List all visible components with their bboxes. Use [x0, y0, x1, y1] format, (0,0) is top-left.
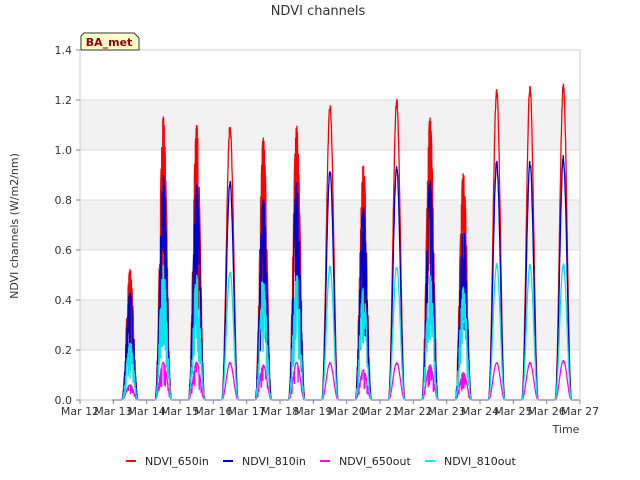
series-line-NDVI_650out — [254, 364, 272, 401]
series-line-NDVI_810out — [254, 282, 273, 401]
x-tick-label: Mar 24 — [461, 405, 499, 418]
x-tick-label: Mar 22 — [394, 405, 432, 418]
series-line-NDVI_810out — [421, 275, 439, 401]
y-tick-label: 1.4 — [55, 44, 73, 57]
x-tick-label: Mar 15 — [161, 405, 199, 418]
series-line-NDVI_810out — [287, 275, 306, 401]
series-line-NDVI_650out — [421, 364, 439, 401]
plot-band — [80, 200, 580, 250]
series-line-NDVI_810out — [321, 265, 339, 401]
y-tick-label: 1.2 — [55, 94, 73, 107]
series-line-NDVI_650out — [521, 361, 539, 401]
x-tick-label: Mar 17 — [228, 405, 266, 418]
x-tick-label: Mar 27 — [561, 405, 599, 418]
plot-bands — [80, 100, 580, 350]
series-line-NDVI_810in — [221, 180, 239, 401]
x-tick-label: Mar 26 — [528, 405, 566, 418]
plot-band — [80, 300, 580, 350]
y-tick-label: 0.2 — [55, 344, 73, 357]
legend: NDVI_650in NDVI_810in NDVI_650out NDVI_810o… — [126, 455, 516, 468]
series-line-NDVI_810out — [554, 263, 573, 401]
series-line-NDVI_810out — [454, 285, 472, 401]
series-line-NDVI_810in — [521, 160, 539, 401]
chart-title: NDVI channels — [271, 4, 366, 19]
series-line-NDVI_810out — [121, 342, 139, 401]
y-tick-label: 0.6 — [55, 244, 73, 257]
y-tick-label: 1.0 — [55, 144, 73, 157]
x-tick-label: Mar 23 — [428, 405, 466, 418]
y-tick-label: 0.0 — [55, 394, 73, 407]
legend-label-NDVI_650in: NDVI_650in — [145, 455, 209, 468]
plot-frame — [79, 49, 581, 401]
series-line-NDVI_650out — [154, 361, 172, 401]
y-axis: 0.0 0.2 0.4 0.6 0.8 1.0 1.2 1.4 — [55, 44, 80, 407]
series-line-NDVI_810in — [487, 160, 506, 401]
x-tick-label: Mar 20 — [328, 405, 366, 418]
series-line-NDVI_810out — [187, 274, 206, 401]
series-layer — [111, 83, 580, 401]
series-line-NDVI_650out — [488, 361, 506, 401]
x-tick-label: Mar 13 — [94, 405, 132, 418]
series-line-NDVI_810in — [454, 233, 473, 401]
legend-label-NDVI_810out: NDVI_810out — [444, 455, 516, 468]
series-line-NDVI_650out — [121, 383, 139, 401]
legend-label-NDVI_650out: NDVI_650out — [339, 455, 411, 468]
series-line-NDVI_810in — [554, 155, 573, 401]
x-tick-label: Mar 25 — [494, 405, 532, 418]
site-label: BA_met — [86, 36, 133, 49]
legend-label-NDVI_810in: NDVI_810in — [242, 455, 306, 468]
series-line-NDVI_650out — [321, 361, 339, 401]
series-line-NDVI_810out — [521, 264, 539, 401]
series-line-NDVI_810in — [154, 174, 173, 401]
site-label-box: BA_met — [80, 32, 140, 51]
series-line-NDVI_810out — [154, 265, 173, 401]
site-label-background — [80, 32, 140, 51]
series-line-NDVI_650out — [388, 361, 406, 401]
series-line-NDVI_810out — [387, 265, 406, 401]
x-tick-label: Mar 19 — [294, 405, 332, 418]
series-line-NDVI_650out — [188, 360, 206, 401]
y-tick-label: 0.4 — [55, 294, 73, 307]
x-tick-label: Mar 21 — [361, 405, 399, 418]
y-tick-label: 0.8 — [55, 194, 73, 207]
series-line-NDVI_650out — [221, 361, 239, 401]
series-line-NDVI_810in — [354, 207, 373, 401]
series-line-NDVI_650out — [454, 371, 472, 401]
series-NDVI_810out — [111, 262, 580, 401]
y-axis-title: NDVI channels (W/m2/nm) — [8, 153, 21, 299]
x-tick-label: Mar 14 — [128, 405, 166, 418]
x-tick-label: Mar 12 — [61, 405, 99, 418]
x-tick-label: Mar 18 — [261, 405, 299, 418]
series-line-NDVI_810out — [354, 287, 373, 401]
series-line-NDVI_810in — [387, 166, 406, 401]
series-line-NDVI_810in — [321, 171, 339, 401]
series-line-NDVI_810out — [221, 271, 239, 401]
x-axis-title: Time — [552, 423, 580, 436]
x-tick-label: Mar 16 — [194, 405, 232, 418]
series-line-NDVI_650out — [554, 359, 572, 401]
series-line-NDVI_810out — [487, 262, 506, 401]
